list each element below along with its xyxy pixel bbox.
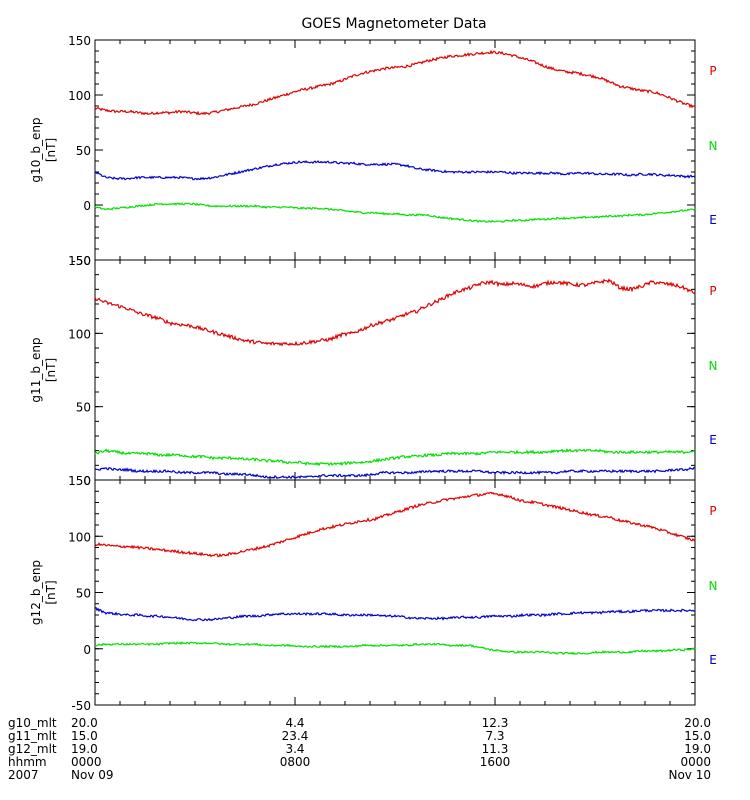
legend-N: N: [709, 579, 718, 593]
panel-frame: [94, 259, 696, 481]
x-tick-label: 4.4: [285, 716, 304, 730]
x-tick-label: 0000: [71, 755, 102, 769]
y-tick-label: -50: [71, 699, 91, 713]
x-tick-label: 23.4: [282, 729, 309, 743]
y-tick-label: 150: [68, 34, 91, 48]
y-tick-label: 50: [76, 144, 91, 158]
y-tick-label: 0: [83, 643, 91, 657]
panel-2: 150 100 50 0 g11_b_enp [nT] P N E: [29, 254, 717, 488]
series-line-P: [94, 278, 696, 347]
x-tick-label: 3.4: [285, 742, 304, 756]
legend-E: E: [709, 213, 717, 227]
chart-title: GOES Magnetometer Data: [301, 16, 486, 32]
series-line-E: [94, 202, 696, 224]
x-row-label: g12_mlt: [8, 742, 57, 756]
x-tick-label: 11.3: [482, 742, 509, 756]
x-tick-label: Nov 09: [71, 768, 114, 782]
x-tick-label: 19.0: [71, 742, 98, 756]
y-axis-title: g11_b_enp: [29, 337, 43, 402]
series-line-P: [94, 491, 696, 558]
y-axis-unit: [nT]: [44, 138, 58, 162]
x-tick-label: 20.0: [684, 716, 711, 730]
x-tick-label: 15.0: [71, 729, 98, 743]
legend-E: E: [709, 433, 717, 447]
series-line-N: [94, 448, 696, 467]
panel-frame: [94, 479, 696, 706]
y-tick-label: 150: [68, 254, 91, 268]
series-line-N: [94, 160, 696, 181]
y-axis-unit: [nT]: [44, 358, 58, 382]
series-line-E: [94, 641, 696, 656]
x-row-label: g10_mlt: [8, 716, 57, 730]
legend-E: E: [709, 653, 717, 667]
legend-P: P: [709, 504, 716, 518]
y-tick-label: 150: [68, 474, 91, 488]
y-tick-label: 50: [76, 401, 91, 415]
x-tick-label: 20.0: [71, 716, 98, 730]
x-tick-label: 0000: [680, 755, 711, 769]
panel-frame: [94, 39, 696, 261]
y-axis-title: g12_b_enp: [29, 560, 43, 625]
y-tick-label: 0: [83, 199, 91, 213]
x-tick-label: 1600: [480, 755, 511, 769]
legend-P: P: [709, 284, 716, 298]
y-tick-label: -50: [71, 254, 91, 268]
legend-N: N: [709, 139, 718, 153]
y-tick-label: 50: [76, 587, 91, 601]
series-line-N: [94, 606, 696, 622]
x-row-label: g11_mlt: [8, 729, 57, 743]
panel-3: 150 100 50 0 -50 g12_b_enp [nT] P N E: [29, 474, 717, 713]
x-tick-label: 12.3: [482, 716, 509, 730]
y-tick-label: 100: [68, 89, 91, 103]
y-axis-unit: [nT]: [44, 580, 58, 604]
x-tick-label: 7.3: [485, 729, 504, 743]
x-row-label: hhmm: [8, 755, 47, 769]
x-tick-label: 19.0: [684, 742, 711, 756]
x-tick-label: 0800: [280, 755, 311, 769]
x-axis-table: g10_mlt 20.0 4.4 12.3 20.0 g11_mlt 15.0 23.4 7.3…: [8, 716, 711, 782]
x-tick-label: Nov 10: [668, 768, 711, 782]
series-line-P: [94, 49, 696, 116]
y-axis-title: g10_b_enp: [29, 117, 43, 182]
x-row-label: 2007: [8, 768, 39, 782]
panel-1: 150 100 50 0 -50 g10_b_enp [nT] P N E: [29, 34, 717, 268]
y-tick-label: 100: [68, 327, 91, 341]
legend-P: P: [709, 64, 716, 78]
y-tick-label: 100: [68, 530, 91, 544]
y-tick-label: 0: [83, 474, 91, 488]
legend-N: N: [709, 359, 718, 373]
series-line-E: [94, 466, 696, 480]
x-tick-label: 15.0: [684, 729, 711, 743]
